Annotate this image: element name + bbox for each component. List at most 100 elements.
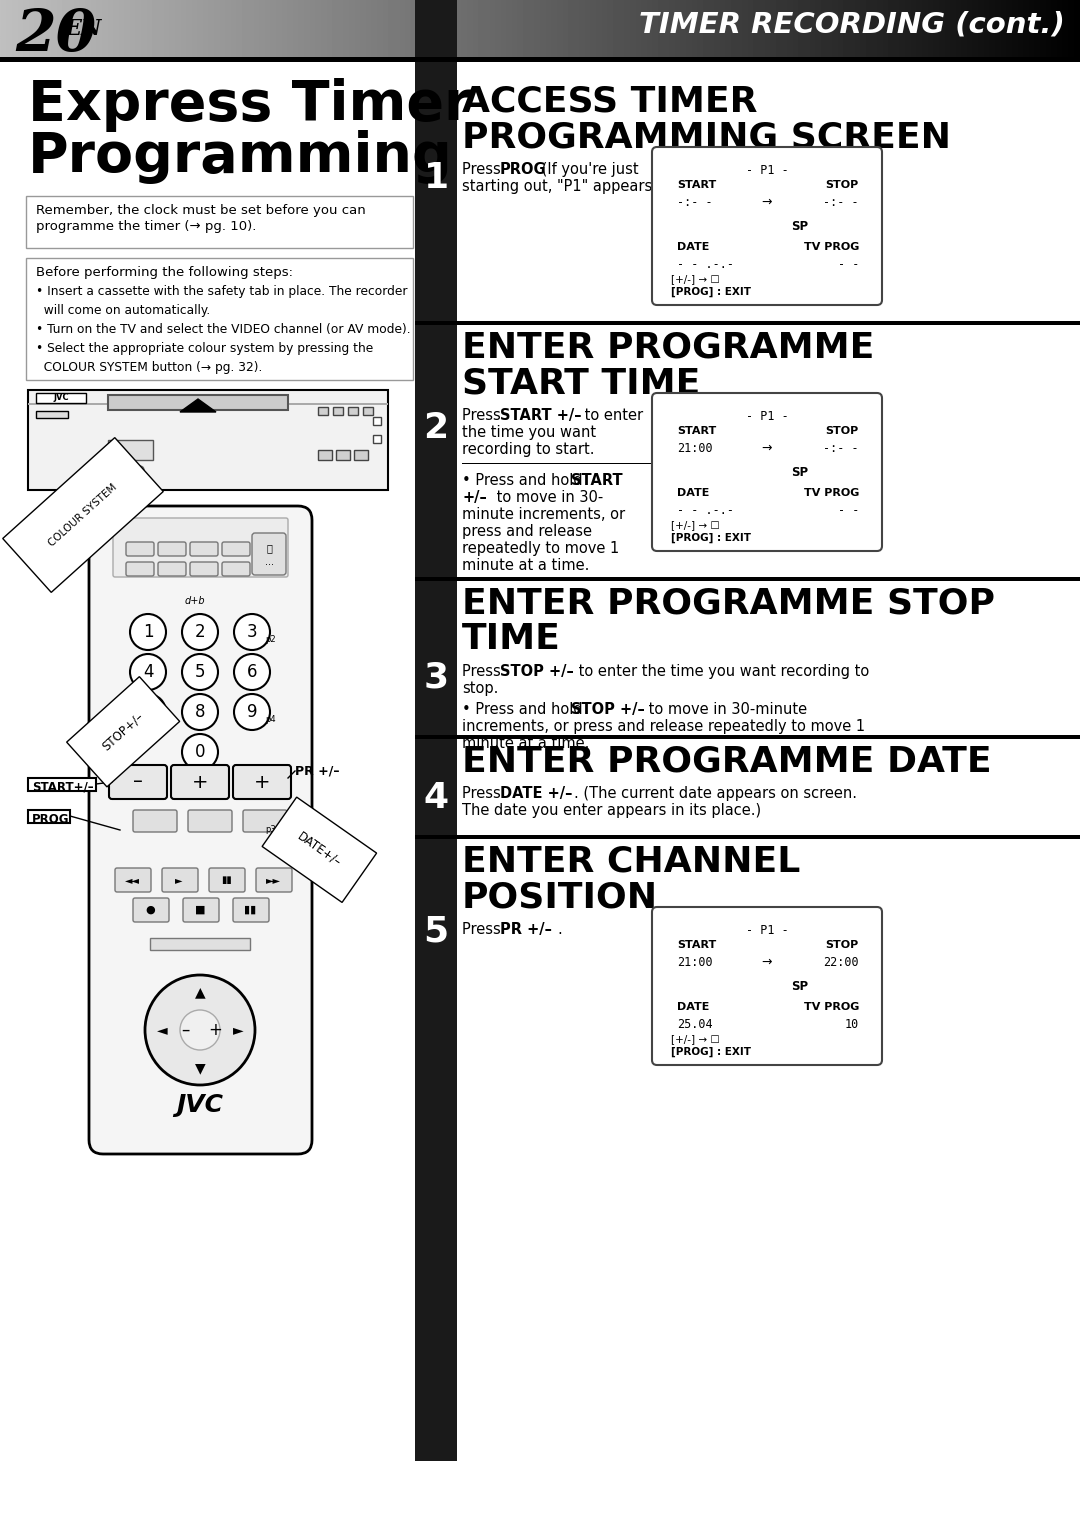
Circle shape [183,655,218,690]
FancyBboxPatch shape [114,868,151,893]
Text: 8: 8 [194,703,205,720]
Text: START: START [677,426,716,436]
Text: 5: 5 [423,916,448,949]
Text: minute increments, or: minute increments, or [462,507,625,522]
Text: STOP+/–: STOP+/– [100,710,146,754]
Text: STOP: STOP [826,180,859,191]
Text: The date you enter appears in its place.): The date you enter appears in its place.… [462,803,761,818]
Text: [+/-] → ☐: [+/-] → ☐ [671,520,719,530]
Text: SP: SP [792,980,809,993]
Text: - P1 -: - P1 - [745,925,788,937]
Bar [318,450,332,459]
Text: p2: p2 [265,635,275,644]
Text: DATE: DATE [677,243,710,252]
Bar [26,258,413,380]
Text: SP: SP [792,220,809,233]
Text: Press: Press [462,786,505,801]
Text: ■: ■ [194,905,205,916]
Bar [373,417,381,426]
Text: START+/–: START+/– [32,781,94,794]
Bar [348,407,357,415]
Circle shape [234,613,270,650]
Bar [28,810,70,823]
Text: 3: 3 [246,623,257,641]
Text: PROG: PROG [32,813,69,826]
Text: TV PROG: TV PROG [804,243,859,252]
Text: - P1 -: - P1 - [745,163,788,177]
Text: - P1 -: - P1 - [745,410,788,423]
Circle shape [145,975,255,1085]
Text: • Insert a cassette with the safety tab in place. The recorder: • Insert a cassette with the safety tab … [36,285,407,298]
FancyBboxPatch shape [162,868,198,893]
FancyBboxPatch shape [256,868,292,893]
FancyBboxPatch shape [233,765,291,800]
Text: 3: 3 [423,661,448,694]
Text: [+/-] → ☐: [+/-] → ☐ [671,1035,719,1044]
Text: +/–: +/– [462,490,487,505]
Text: +: + [192,772,208,792]
Text: COLOUR SYSTEM: COLOUR SYSTEM [46,482,119,548]
FancyBboxPatch shape [222,562,249,575]
Text: DATE +/–: DATE +/– [500,786,572,801]
Bar [150,938,249,951]
Text: (If you're just: (If you're just [537,162,638,177]
Text: TV PROG: TV PROG [804,1003,859,1012]
Text: 5: 5 [194,662,205,681]
Text: PROG: PROG [500,162,546,177]
Text: DATE: DATE [677,1003,710,1012]
Text: -:- -: -:- - [823,195,859,209]
Text: Press: Press [462,922,505,937]
Text: - - .-.-: - - .-.- [677,258,734,272]
Bar [354,450,368,459]
Polygon shape [180,398,216,412]
Circle shape [180,1010,220,1050]
Text: STOP +/–: STOP +/– [571,702,645,717]
Text: to enter: to enter [580,407,643,423]
Text: START +/–: START +/– [500,407,581,423]
Bar [108,439,153,459]
Text: 7: 7 [143,703,153,720]
FancyBboxPatch shape [89,507,312,1154]
Text: ENTER PROGRAMME: ENTER PROGRAMME [462,331,875,365]
FancyBboxPatch shape [210,868,245,893]
Text: START TIME: START TIME [462,366,700,400]
Text: ...: ... [265,557,273,568]
Text: ◄◄: ◄◄ [124,874,139,885]
Circle shape [136,465,144,475]
Text: ◄: ◄ [157,1022,167,1038]
Text: +: + [208,1021,221,1039]
Text: 25.04: 25.04 [677,1018,713,1032]
Text: →: → [761,443,772,455]
FancyBboxPatch shape [188,810,232,832]
Text: ▮▮: ▮▮ [220,874,231,885]
Bar [318,407,328,415]
Bar [415,835,1080,839]
Text: ▮▮: ▮▮ [244,905,256,916]
Text: START: START [571,473,623,488]
Text: Express Timer: Express Timer [28,78,471,133]
FancyBboxPatch shape [243,810,287,832]
Bar [373,435,381,443]
Text: SP: SP [792,465,809,479]
Bar [415,736,1080,739]
Text: 10: 10 [845,1018,859,1032]
Text: PR +/–: PR +/– [295,765,339,778]
Text: 22:00: 22:00 [823,955,859,969]
Text: 6: 6 [246,662,257,681]
Text: TIMER RECORDING (cont.): TIMER RECORDING (cont.) [639,11,1065,38]
Text: ENTER PROGRAMME STOP: ENTER PROGRAMME STOP [462,588,995,621]
Text: ▼: ▼ [194,1061,205,1074]
Text: will come on automatically.: will come on automatically. [36,304,211,317]
Text: [+/-] → ☐: [+/-] → ☐ [671,275,719,284]
Text: ACCESS TIMER: ACCESS TIMER [462,85,757,119]
Text: ENTER PROGRAMME DATE: ENTER PROGRAMME DATE [462,745,991,778]
Text: POSITION: POSITION [462,881,658,914]
Text: TV PROG: TV PROG [804,488,859,497]
Text: • Select the appropriate colour system by pressing the: • Select the appropriate colour system b… [36,342,374,356]
Text: Before performing the following steps:: Before performing the following steps: [36,266,293,279]
Text: 4: 4 [143,662,153,681]
Text: to move in 30-minute: to move in 30-minute [644,702,807,717]
Circle shape [130,613,166,650]
Text: DATE: DATE [677,488,710,497]
Text: JVC: JVC [176,1093,224,1117]
